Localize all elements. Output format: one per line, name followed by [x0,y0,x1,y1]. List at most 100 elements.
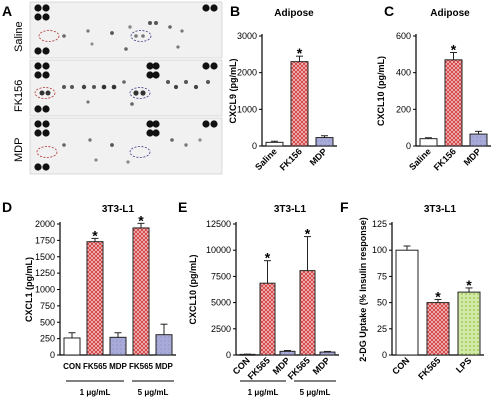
dose-group-label-1: 1 μg/mL [248,388,279,397]
bar-mdp [109,336,127,356]
y-tick-label: 3000 [237,31,257,41]
y-tick-label: 5000 [211,298,231,308]
y-tick-label: 0 [50,350,55,360]
category-label: FK565 [129,362,154,371]
bar-fk565 [86,241,104,356]
bar-fk565 [132,227,150,356]
y-tick-label: 0 [226,350,231,360]
y-tick-label: 200 [396,104,411,114]
significance-star: * [466,277,472,293]
significance-star: * [92,227,98,243]
panel-e-label: E [178,199,187,215]
category-label: CON [390,355,411,376]
y-tick-label: 750 [40,301,55,311]
dose-group-label-1: 1 μg/mL [80,388,111,397]
chart-f-2dg-uptake: 3T3-L1 2-DG Uptake (% Insulin response) 0 2… [358,204,484,382]
row-label-mdp: MDP [13,138,25,162]
significance-star: * [435,288,441,304]
chart-title: Adipose [430,8,470,19]
panel-b-label: B [230,3,240,19]
chart-e-cxcl10: 3T3-L1 CXCL10 (pg/mL) 0 2500 5000 7500 10000 12… [188,204,339,382]
dose-group-label-5: 5 μg/mL [300,388,331,397]
y-axis-label: CXCL9 (pg/mL) [228,59,238,124]
category-label: MDP [155,362,173,371]
row-label-saline: Saline [13,21,25,52]
y-tick-label: 1500 [35,252,55,262]
y-tick-label: 2000 [35,219,55,229]
y-tick-label: 1000 [35,285,55,295]
chart-title: 3T3-L1 [102,204,135,215]
category-label: MDP [311,355,332,376]
dose-group-label-5: 5 μg/mL [138,388,169,397]
y-axis-label: CXCL10 (pg/mL) [188,254,198,324]
bar-saline [419,138,438,147]
bar-mdp [469,133,488,147]
category-label: MDP [109,362,127,371]
significance-star: * [265,250,271,266]
category-label: FK156 [278,146,304,172]
panel-e-dose-groups: 1 μg/mL 5 μg/mL [240,380,336,397]
chart-title: Adipose [274,8,314,19]
y-tick-label: 10000 [206,245,231,255]
bar-saline [265,141,284,147]
y-tick-label: 7500 [211,271,231,281]
y-tick-label: 100 [372,245,387,255]
panel-a-blots: Saline FK156 MDP [13,1,223,175]
bar-con [395,249,419,356]
y-axis-label: 2-DG Uptake (% Insulin response) [358,217,368,362]
bar-fk565 [259,282,276,356]
y-tick-label: 12500 [206,219,231,229]
y-tick-label: 25 [377,324,387,334]
bar-mdp [319,351,336,356]
y-tick-label: 500 [40,317,55,327]
y-tick-label: 2500 [211,324,231,334]
y-tick-label: 400 [396,68,411,78]
y-tick-label: 0 [406,141,411,151]
chart-d-cxcl1: 3T3-L1 CXCL1 (pg/mL) 0 250 500 750 1000 1250 150… [24,204,176,371]
bar-fk565 [299,270,316,356]
y-tick-label: 125 [372,219,387,229]
category-label: FK565 [246,355,272,381]
category-label: FK565 [416,355,442,381]
y-tick-label: 600 [396,31,411,41]
bar-fk565 [426,302,450,356]
significance-star: * [451,42,457,58]
y-tick-label: 250 [40,334,55,344]
bar-lps [457,291,481,356]
category-label: CON [63,362,81,371]
y-tick-label: 75 [377,271,387,281]
chart-title: 3T3-L1 [424,204,457,215]
significance-star: * [297,45,303,61]
significance-star: * [305,226,311,242]
bar-mdp [279,350,296,356]
panel-d-label: D [2,199,12,215]
category-label: FK156 [432,146,458,172]
y-tick-label: 1750 [35,235,55,245]
row-label-fk156: FK156 [13,80,25,112]
y-tick-label: 50 [377,298,387,308]
y-axis-label: CXCL1 (pg/mL) [24,257,34,322]
y-tick-label: 2000 [237,68,257,78]
y-tick-label: 0 [382,350,387,360]
y-tick-label: 1250 [35,268,55,278]
category-label: MDP [308,146,329,167]
bar-con [63,337,81,356]
panel-d-dose-groups: 1 μg/mL 5 μg/mL [66,380,174,397]
bar-mdp [155,334,173,356]
blot-mdp [29,117,223,175]
category-label: MDP [462,146,483,167]
y-axis-label: CXCL10 (pg/mL) [376,56,386,126]
bar-fk156 [444,59,463,147]
y-tick-label: 1000 [237,104,257,114]
significance-star: * [138,212,144,228]
bar-mdp [315,137,334,147]
category-label: FK565 [83,362,108,371]
y-tick-label: 0 [252,141,257,151]
category-label: FK565 [286,355,312,381]
bar-fk156 [290,61,309,147]
blot-fk156 [29,59,223,117]
panel-f-label: F [340,199,349,215]
